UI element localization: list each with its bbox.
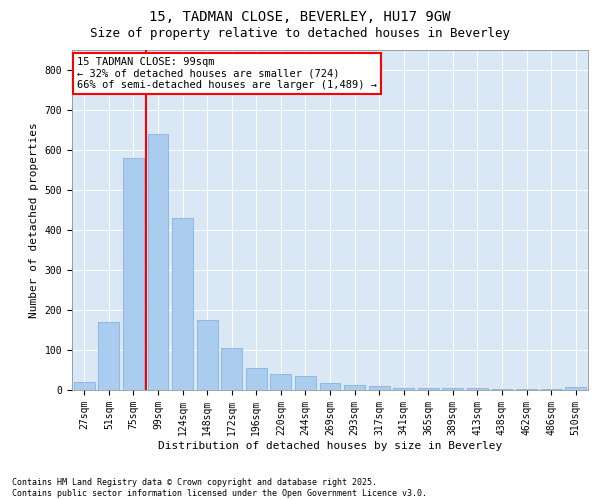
Bar (418, 388, 439, 390)
Bar (246, 368, 267, 390)
Bar (98, 322, 119, 390)
Bar (320, 383, 340, 390)
Bar (541, 389, 562, 390)
Bar (368, 386, 389, 390)
Bar (74, 382, 95, 390)
Bar (123, 158, 144, 390)
Bar (516, 389, 537, 390)
Bar (344, 385, 365, 390)
Bar (491, 389, 512, 390)
Bar (467, 388, 488, 390)
Y-axis label: Number of detached properties: Number of detached properties (29, 122, 39, 318)
Bar (271, 374, 292, 390)
Bar (221, 348, 242, 390)
Bar (172, 218, 193, 390)
X-axis label: Distribution of detached houses by size in Beverley: Distribution of detached houses by size … (158, 440, 502, 450)
Bar (442, 388, 463, 390)
Bar (197, 320, 218, 390)
Bar (295, 376, 316, 390)
Text: Size of property relative to detached houses in Beverley: Size of property relative to detached ho… (90, 28, 510, 40)
Bar (393, 388, 414, 390)
Bar (148, 134, 169, 390)
Text: 15 TADMAN CLOSE: 99sqm
← 32% of detached houses are smaller (724)
66% of semi-de: 15 TADMAN CLOSE: 99sqm ← 32% of detached… (77, 57, 377, 90)
Bar (565, 387, 586, 390)
Text: 15, TADMAN CLOSE, BEVERLEY, HU17 9GW: 15, TADMAN CLOSE, BEVERLEY, HU17 9GW (149, 10, 451, 24)
Text: Contains HM Land Registry data © Crown copyright and database right 2025.
Contai: Contains HM Land Registry data © Crown c… (12, 478, 427, 498)
